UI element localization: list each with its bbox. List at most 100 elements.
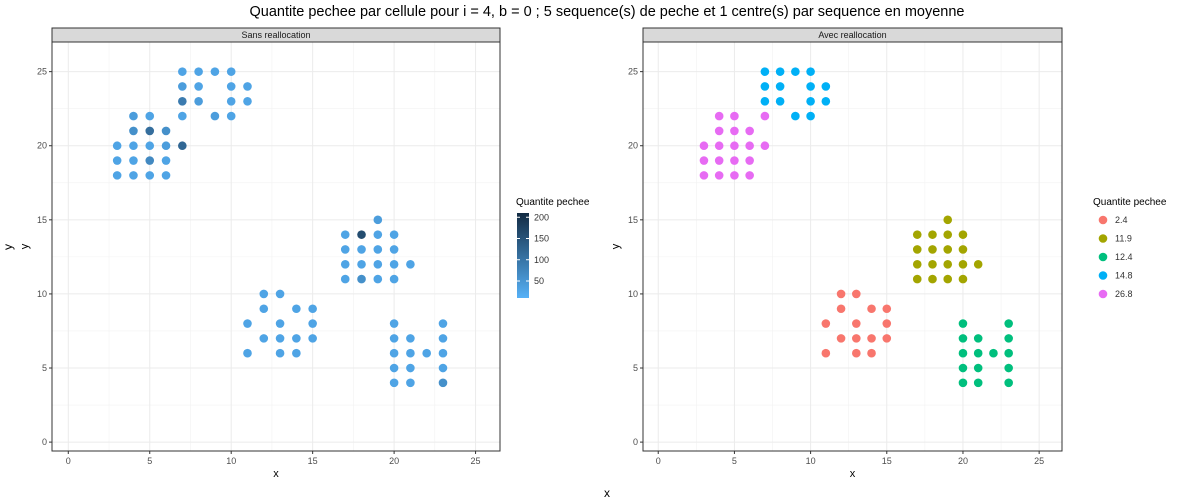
data-point	[373, 259, 383, 269]
data-point	[178, 141, 187, 151]
data-point	[730, 111, 739, 121]
panel-avec-reallocation: Avec reallocation 0 5 10 15 20 25 0 5 10 15 20 25 x y	[610, 27, 1063, 480]
data-point	[958, 378, 968, 388]
data-point	[699, 141, 709, 151]
data-point	[1004, 378, 1013, 388]
data-point	[259, 289, 269, 299]
data-point	[275, 334, 285, 343]
data-point	[821, 319, 831, 328]
data-point	[912, 274, 922, 284]
y-tick-label: 5	[42, 363, 47, 373]
data-point	[836, 334, 846, 343]
plot-area	[52, 42, 500, 451]
data-point	[912, 230, 922, 239]
data-point	[389, 334, 399, 343]
x-axis-label: x	[850, 468, 856, 480]
y-tick-label: 15	[37, 215, 47, 225]
panel-strip-label: Sans reallocation	[241, 30, 310, 40]
x-tick-label: 20	[389, 456, 399, 466]
y-tick-label: 25	[628, 67, 638, 77]
x-tick-label: 25	[471, 456, 481, 466]
data-point	[714, 171, 724, 180]
data-point	[836, 289, 846, 299]
data-point	[389, 245, 399, 254]
data-point	[928, 245, 937, 254]
data-point	[308, 334, 317, 343]
panel-border	[51, 41, 501, 452]
data-point	[161, 141, 171, 151]
plot-area	[643, 42, 1062, 451]
data-point	[958, 259, 968, 269]
data-point	[389, 230, 399, 239]
data-point	[791, 111, 800, 121]
outer-x-axis-label: x	[604, 486, 610, 500]
data-point	[438, 319, 448, 328]
data-point	[389, 319, 399, 328]
data-point	[958, 245, 968, 254]
legend-label: 11.9	[1115, 234, 1132, 244]
data-point	[882, 334, 892, 343]
data-point	[958, 230, 968, 239]
data-point	[973, 378, 983, 388]
data-point	[973, 334, 983, 343]
x-tick-label: 15	[308, 456, 318, 466]
data-point	[373, 245, 383, 254]
y-tick-label: 10	[37, 289, 47, 299]
data-point	[357, 245, 366, 254]
legend-key	[1098, 252, 1108, 262]
data-point	[389, 348, 399, 358]
legend-title: Quantite pechee	[516, 197, 590, 208]
legend-key	[1098, 271, 1108, 280]
data-point	[775, 96, 785, 106]
x-axis-label: x	[273, 468, 279, 480]
data-point	[389, 378, 399, 388]
data-point	[867, 348, 876, 358]
data-point	[243, 96, 252, 106]
x-tick-label: 10	[226, 456, 236, 466]
data-point	[161, 126, 171, 136]
data-point	[357, 259, 366, 269]
legend-label: 26.8	[1115, 289, 1133, 299]
data-point	[928, 230, 937, 239]
colorbar-tick-label: 100	[534, 255, 549, 265]
data-point	[730, 156, 739, 165]
data-point	[145, 126, 155, 136]
data-point	[145, 141, 155, 151]
data-point	[1004, 348, 1013, 358]
legend-colorbar: Quantite pechee 50 100 150 200	[516, 197, 590, 298]
x-tick-label: 0	[656, 456, 661, 466]
data-point	[259, 304, 269, 314]
data-point	[210, 111, 220, 121]
data-point	[406, 363, 415, 373]
data-point	[806, 96, 815, 106]
data-point	[867, 304, 876, 314]
legend-key	[1098, 234, 1108, 243]
data-point	[973, 348, 983, 358]
data-point	[226, 111, 236, 121]
y-tick-label: 15	[628, 215, 638, 225]
data-point	[791, 67, 800, 76]
x-tick-label: 10	[806, 456, 816, 466]
colorbar-tick-label: 200	[534, 212, 549, 222]
data-point	[775, 67, 785, 76]
data-point	[129, 111, 138, 121]
data-point	[745, 171, 754, 180]
y-tick-label: 0	[42, 437, 47, 447]
data-point	[243, 319, 252, 328]
data-point	[194, 82, 203, 91]
data-point	[210, 67, 220, 76]
data-point	[406, 378, 415, 388]
data-point	[958, 319, 968, 328]
x-tick-label: 20	[958, 456, 968, 466]
data-point	[406, 348, 415, 358]
data-point	[714, 156, 724, 165]
data-point	[438, 363, 448, 373]
data-point	[943, 274, 953, 284]
data-point	[226, 82, 236, 91]
data-point	[928, 259, 937, 269]
data-point	[112, 171, 122, 180]
panel-border	[642, 41, 1063, 452]
data-point	[1004, 319, 1013, 328]
data-point	[821, 348, 831, 358]
data-point	[699, 156, 709, 165]
